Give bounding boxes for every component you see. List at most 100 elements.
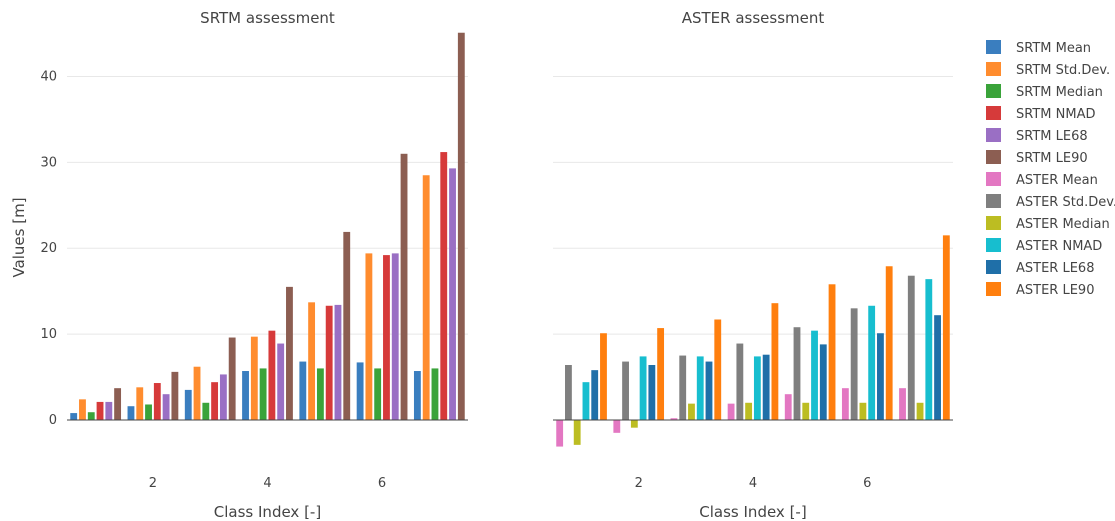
bar: [696, 356, 704, 420]
bar: [242, 371, 249, 420]
legend-swatch[interactable]: [986, 84, 1001, 98]
legend-swatch[interactable]: [986, 128, 1001, 142]
legend-swatch[interactable]: [986, 150, 1001, 164]
bar: [374, 368, 382, 420]
bar: [877, 333, 884, 420]
bar: [391, 253, 399, 420]
bar: [400, 153, 408, 420]
bar: [736, 343, 744, 420]
x-axis-title: Class Index [-]: [699, 503, 806, 521]
bar: [171, 371, 179, 420]
bar: [688, 403, 695, 420]
bar: [885, 266, 893, 420]
bar: [184, 389, 192, 420]
bar: [211, 382, 219, 420]
bar: [365, 253, 373, 420]
bar: [859, 402, 867, 420]
x-tick-label: 2: [635, 476, 643, 491]
bar: [841, 388, 849, 420]
legend-swatch[interactable]: [986, 62, 1001, 76]
legend-swatch[interactable]: [986, 40, 1001, 54]
bar: [334, 304, 342, 420]
bar: [705, 361, 713, 420]
y-axis-title: Values [m]: [10, 197, 28, 277]
bar: [907, 275, 915, 420]
bar: [219, 374, 227, 420]
bar: [277, 343, 285, 420]
bar: [114, 388, 122, 420]
legend-swatch[interactable]: [986, 216, 1001, 230]
bar: [431, 368, 439, 420]
bar: [70, 413, 78, 420]
legend-label: ASTER Median: [1016, 217, 1110, 232]
bar: [670, 418, 678, 420]
bar: [925, 279, 933, 420]
bar: [268, 330, 276, 420]
legend-label: ASTER LE68: [1016, 261, 1094, 276]
bar: [325, 305, 333, 420]
bar: [771, 303, 779, 420]
legend-swatch[interactable]: [986, 238, 1001, 252]
bar: [250, 336, 258, 420]
bar: [613, 419, 621, 433]
bar: [565, 365, 572, 420]
y-tick-label: 20: [40, 241, 57, 256]
bar: [811, 330, 818, 420]
y-tick-label: 30: [40, 155, 57, 170]
bar: [413, 371, 421, 420]
bar: [639, 356, 647, 420]
legend-label: SRTM LE90: [1016, 151, 1088, 166]
x-tick-label: 6: [378, 476, 386, 491]
panel-title: ASTER assessment: [682, 9, 825, 27]
bar: [87, 412, 95, 420]
bar: [679, 355, 687, 420]
legend-label: SRTM NMAD: [1016, 107, 1095, 122]
legend-swatch[interactable]: [986, 260, 1001, 274]
legend-swatch[interactable]: [986, 106, 1001, 120]
legend-swatch[interactable]: [986, 172, 1001, 186]
legend-label: ASTER LE90: [1016, 283, 1094, 298]
legend-label: SRTM Std.Dev.: [1016, 63, 1110, 78]
bar: [600, 333, 607, 420]
bar: [457, 32, 465, 420]
bar: [793, 327, 801, 420]
bar: [105, 401, 113, 420]
bar: [383, 255, 390, 420]
bar: [127, 406, 135, 420]
bar: [714, 319, 722, 420]
bar: [753, 356, 761, 420]
bar: [762, 354, 770, 420]
bar: [591, 370, 599, 420]
bar: [802, 402, 810, 420]
legend-label: ASTER Mean: [1016, 173, 1098, 188]
y-tick-label: 0: [49, 413, 57, 428]
bar: [916, 402, 924, 420]
x-tick-label: 4: [263, 476, 271, 491]
bar: [145, 404, 152, 420]
bar: [899, 388, 906, 420]
x-tick-label: 4: [749, 476, 757, 491]
bar: [440, 152, 448, 420]
bar: [573, 419, 581, 445]
bar: [286, 286, 293, 420]
bar: [868, 305, 876, 420]
bar: [299, 361, 307, 420]
bar: [630, 419, 638, 428]
bar: [193, 366, 201, 420]
bar: [942, 235, 950, 420]
x-tick-label: 6: [863, 476, 871, 491]
bar: [745, 402, 753, 420]
legend-swatch[interactable]: [986, 282, 1001, 296]
legend-label: ASTER Std.Dev.: [1016, 195, 1115, 210]
legend-swatch[interactable]: [986, 194, 1001, 208]
bar: [202, 402, 210, 420]
bar: [153, 383, 161, 420]
bar: [784, 394, 792, 420]
x-tick-label: 2: [149, 476, 157, 491]
bar: [648, 365, 656, 420]
bar: [79, 399, 86, 420]
bar: [259, 368, 267, 420]
bar: [828, 284, 836, 420]
